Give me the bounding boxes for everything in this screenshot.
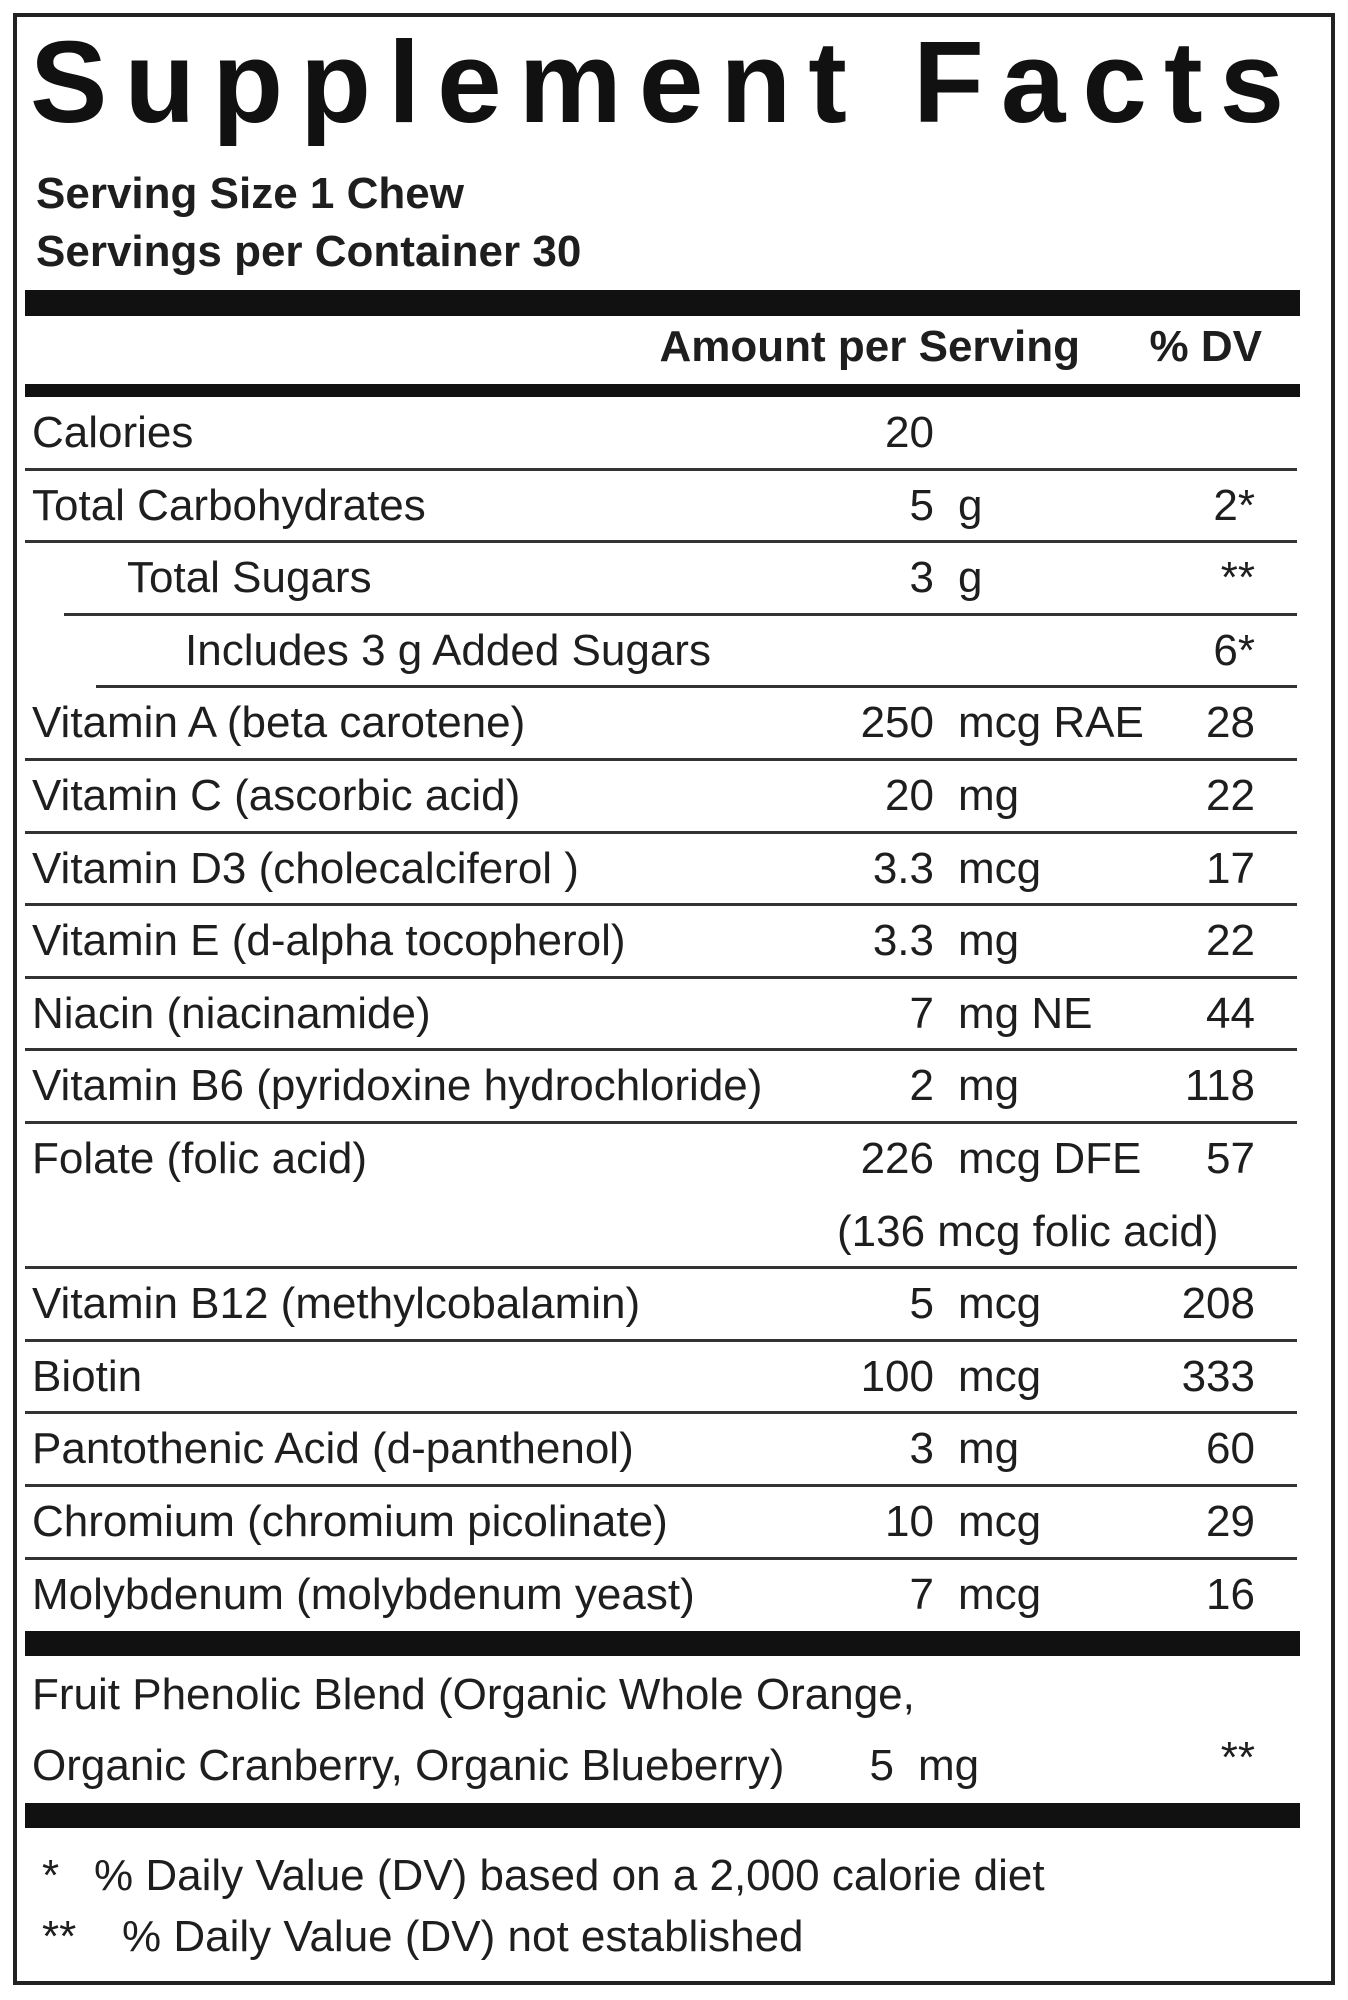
thick-bar — [25, 290, 1300, 316]
nutrient-name: Folate (folic acid) — [32, 1134, 368, 1183]
row-rule — [25, 975, 1297, 979]
nutrient-unit: mcg DFE — [958, 1134, 1142, 1183]
nutrient-amount: 3.3 — [872, 843, 934, 893]
nutrient-name: Vitamin D3 (cholecalciferol ) — [32, 843, 579, 893]
row-rule — [25, 1556, 1297, 1560]
nutrient-name: Vitamin C (ascorbic acid) — [32, 771, 521, 820]
blend-name: Organic Cranberry, Organic Blueberry) — [32, 1741, 785, 1791]
nutrient-name: Vitamin E (d-alpha tocopherol) — [32, 916, 626, 966]
nutrient-name: Includes 3 g Added Sugars — [185, 625, 711, 675]
row-rule — [25, 1411, 1297, 1415]
nutrient-unit: mcg — [958, 1279, 1042, 1329]
nutrient-note: (136 mcg folic acid) — [837, 1206, 1219, 1256]
nutrient-dv: 22 — [1206, 916, 1255, 966]
nutrient-dv: 60 — [1206, 1424, 1255, 1474]
title: Supplement Facts — [30, 17, 1302, 147]
nutrient-name: Niacin (niacinamide) — [32, 988, 431, 1038]
nutrient-name: Vitamin B12 (methylcobalamin) — [32, 1279, 641, 1329]
blend-name: Fruit Phenolic Blend (Organic Whole Oran… — [32, 1670, 915, 1720]
serving-size: Serving Size 1 Chew — [36, 169, 464, 218]
footnote-text: % Daily Value (DV) not established — [122, 1912, 804, 1962]
nutrient-unit: mcg — [958, 1569, 1042, 1619]
nutrient-unit: mg NE — [958, 988, 1093, 1038]
nutrient-dv: 17 — [1206, 843, 1255, 893]
footnote-mark: * — [42, 1851, 60, 1901]
nutrient-unit: mcg — [958, 1497, 1042, 1546]
row-rule — [25, 1266, 1297, 1270]
blend-unit: mg — [918, 1741, 980, 1791]
row-rule — [25, 540, 1297, 544]
row-rule — [25, 467, 1297, 471]
nutrient-unit: mg — [958, 771, 1020, 820]
footnote-text: % Daily Value (DV) based on a 2,000 calo… — [94, 1851, 1045, 1901]
nutrient-name: Calories — [32, 408, 194, 457]
nutrient-name: Vitamin B6 (pyridoxine hydrochloride) — [32, 1061, 763, 1111]
nutrient-amount: 100 — [860, 1351, 934, 1401]
nutrient-amount: 3.3 — [872, 916, 934, 966]
nutrient-amount: 7 — [909, 1569, 934, 1619]
nutrient-dv: 208 — [1181, 1279, 1255, 1329]
nutrient-amount: 3 — [909, 553, 934, 603]
label-border — [13, 13, 1335, 1985]
thick-bar — [25, 1803, 1300, 1829]
nutrient-unit: g — [958, 480, 983, 530]
row-rule — [25, 758, 1297, 761]
nutrient-amount: 5 — [909, 1279, 934, 1329]
nutrient-dv: 16 — [1206, 1569, 1255, 1619]
nutrient-name: Chromium (chromium picolinate) — [32, 1497, 668, 1546]
nutrient-unit: mg — [958, 916, 1020, 966]
thick-bar — [25, 1631, 1300, 1657]
nutrient-name: Molybdenum (molybdenum yeast) — [32, 1569, 695, 1619]
blend-dv: ** — [1220, 1733, 1255, 1783]
amount-header: Amount per Serving — [659, 322, 1081, 371]
nutrient-unit: mg — [958, 1424, 1020, 1474]
nutrient-dv: 333 — [1181, 1351, 1255, 1401]
row-rule — [64, 612, 1297, 616]
nutrient-amount: 2 — [909, 1061, 934, 1111]
nutrient-dv: 2* — [1213, 480, 1255, 530]
row-rule — [25, 903, 1297, 907]
nutrient-amount: 5 — [909, 480, 934, 530]
nutrient-unit: mcg RAE — [958, 698, 1144, 748]
nutrient-dv: 22 — [1206, 771, 1255, 820]
row-rule — [25, 830, 1297, 834]
nutrient-name: Pantothenic Acid (d-panthenol) — [32, 1424, 634, 1474]
thick-bar — [25, 384, 1300, 397]
row-rule — [25, 1484, 1297, 1487]
row-rule — [96, 685, 1297, 689]
nutrient-dv: 28 — [1206, 698, 1255, 748]
nutrient-amount: 250 — [860, 698, 934, 748]
nutrient-dv: 44 — [1206, 988, 1255, 1038]
nutrient-amount: 226 — [860, 1134, 934, 1183]
nutrient-unit: mg — [958, 1061, 1020, 1111]
nutrient-unit: g — [958, 553, 983, 603]
footnote-mark: ** — [42, 1912, 77, 1962]
blend-amount: 5 — [869, 1741, 894, 1791]
nutrient-dv: 57 — [1206, 1134, 1255, 1183]
nutrient-amount: 3 — [909, 1424, 934, 1474]
dv-header: % DV — [1149, 322, 1262, 371]
nutrient-dv: 6* — [1213, 625, 1255, 675]
nutrient-amount: 10 — [885, 1497, 934, 1546]
nutrient-name: Total Carbohydrates — [32, 480, 426, 530]
row-rule — [25, 1121, 1297, 1124]
nutrient-unit: mcg — [958, 1351, 1042, 1401]
nutrient-dv: ** — [1220, 553, 1255, 603]
nutrient-name: Total Sugars — [127, 553, 372, 603]
nutrient-name: Vitamin A (beta carotene) — [32, 698, 526, 748]
row-rule — [25, 1338, 1297, 1342]
row-rule — [25, 1048, 1297, 1052]
nutrient-name: Biotin — [32, 1351, 143, 1401]
nutrient-dv: 118 — [1184, 1061, 1255, 1111]
nutrient-amount: 20 — [885, 771, 934, 820]
nutrient-dv: 29 — [1206, 1497, 1255, 1546]
nutrient-amount: 7 — [909, 988, 934, 1038]
servings-per-container: Servings per Container 30 — [36, 227, 582, 276]
nutrient-amount: 20 — [885, 408, 934, 457]
nutrient-unit: mcg — [958, 843, 1042, 893]
